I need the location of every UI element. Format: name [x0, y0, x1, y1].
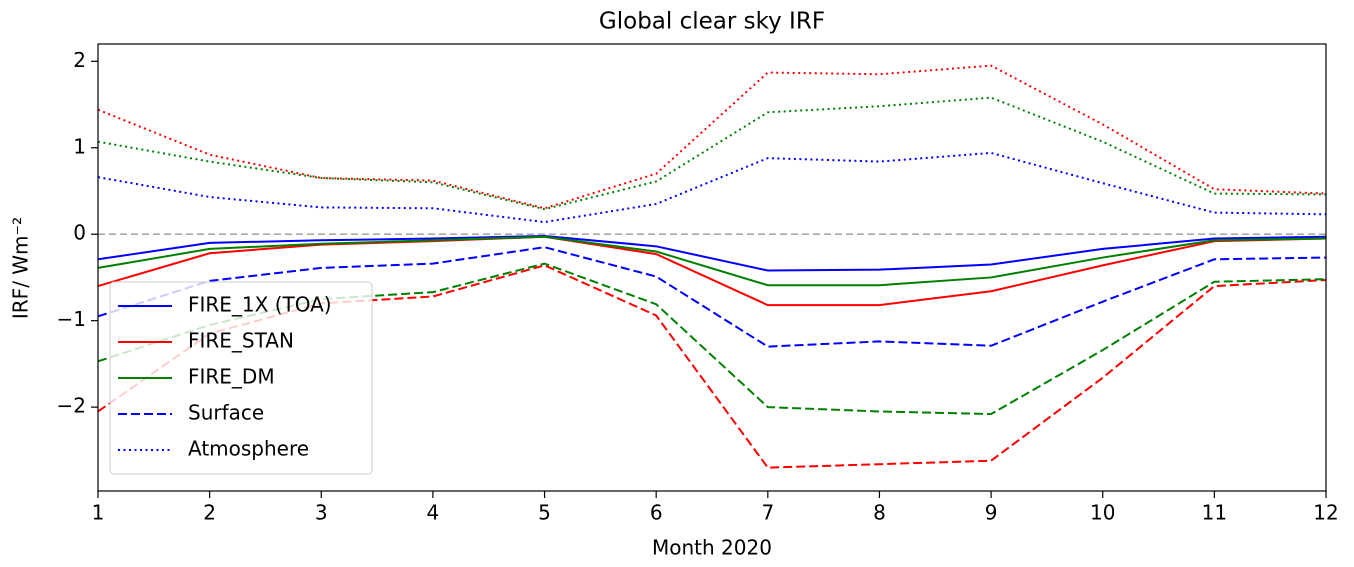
y-tick-label: −2	[57, 394, 86, 418]
x-tick-label: 12	[1313, 501, 1338, 525]
y-tick-label: 2	[73, 48, 86, 72]
x-tick-label: 7	[761, 501, 774, 525]
legend-label: FIRE_1X (TOA)	[188, 293, 332, 317]
series-line	[98, 235, 1326, 287]
x-tick-label: 4	[427, 501, 440, 525]
y-tick-label: 1	[73, 134, 86, 158]
x-tick-label: 1	[92, 501, 105, 525]
legend-label: Atmosphere	[188, 437, 309, 461]
y-tick-label: −1	[57, 307, 86, 331]
series-line	[98, 234, 1326, 272]
plot-frame	[97, 43, 1327, 492]
series-line	[98, 246, 1326, 348]
series-line	[98, 96, 1326, 211]
series-line	[98, 235, 1326, 307]
x-tick-label: 11	[1202, 501, 1227, 525]
y-axis-label: IRF/ Wm⁻²	[9, 217, 33, 319]
series-line	[98, 264, 1326, 469]
x-tick-label: 8	[873, 501, 886, 525]
x-tick-label: 2	[203, 501, 216, 525]
chart-title: Global clear sky IRF	[599, 9, 825, 35]
x-axis-label: Month 2020	[652, 536, 772, 560]
series-line	[98, 64, 1326, 210]
legend-label: Surface	[188, 401, 264, 425]
x-tick-label: 3	[315, 501, 328, 525]
legend-box	[109, 281, 373, 475]
x-tick-label: 5	[538, 501, 551, 525]
legend-label: FIRE_STAN	[188, 329, 294, 353]
x-tick-label: 9	[985, 501, 998, 525]
x-tick-label: 10	[1090, 501, 1115, 525]
series-line	[98, 151, 1326, 224]
y-tick-label: 0	[73, 221, 86, 245]
x-tick-label: 6	[650, 501, 663, 525]
legend-label: FIRE_DM	[188, 365, 275, 389]
